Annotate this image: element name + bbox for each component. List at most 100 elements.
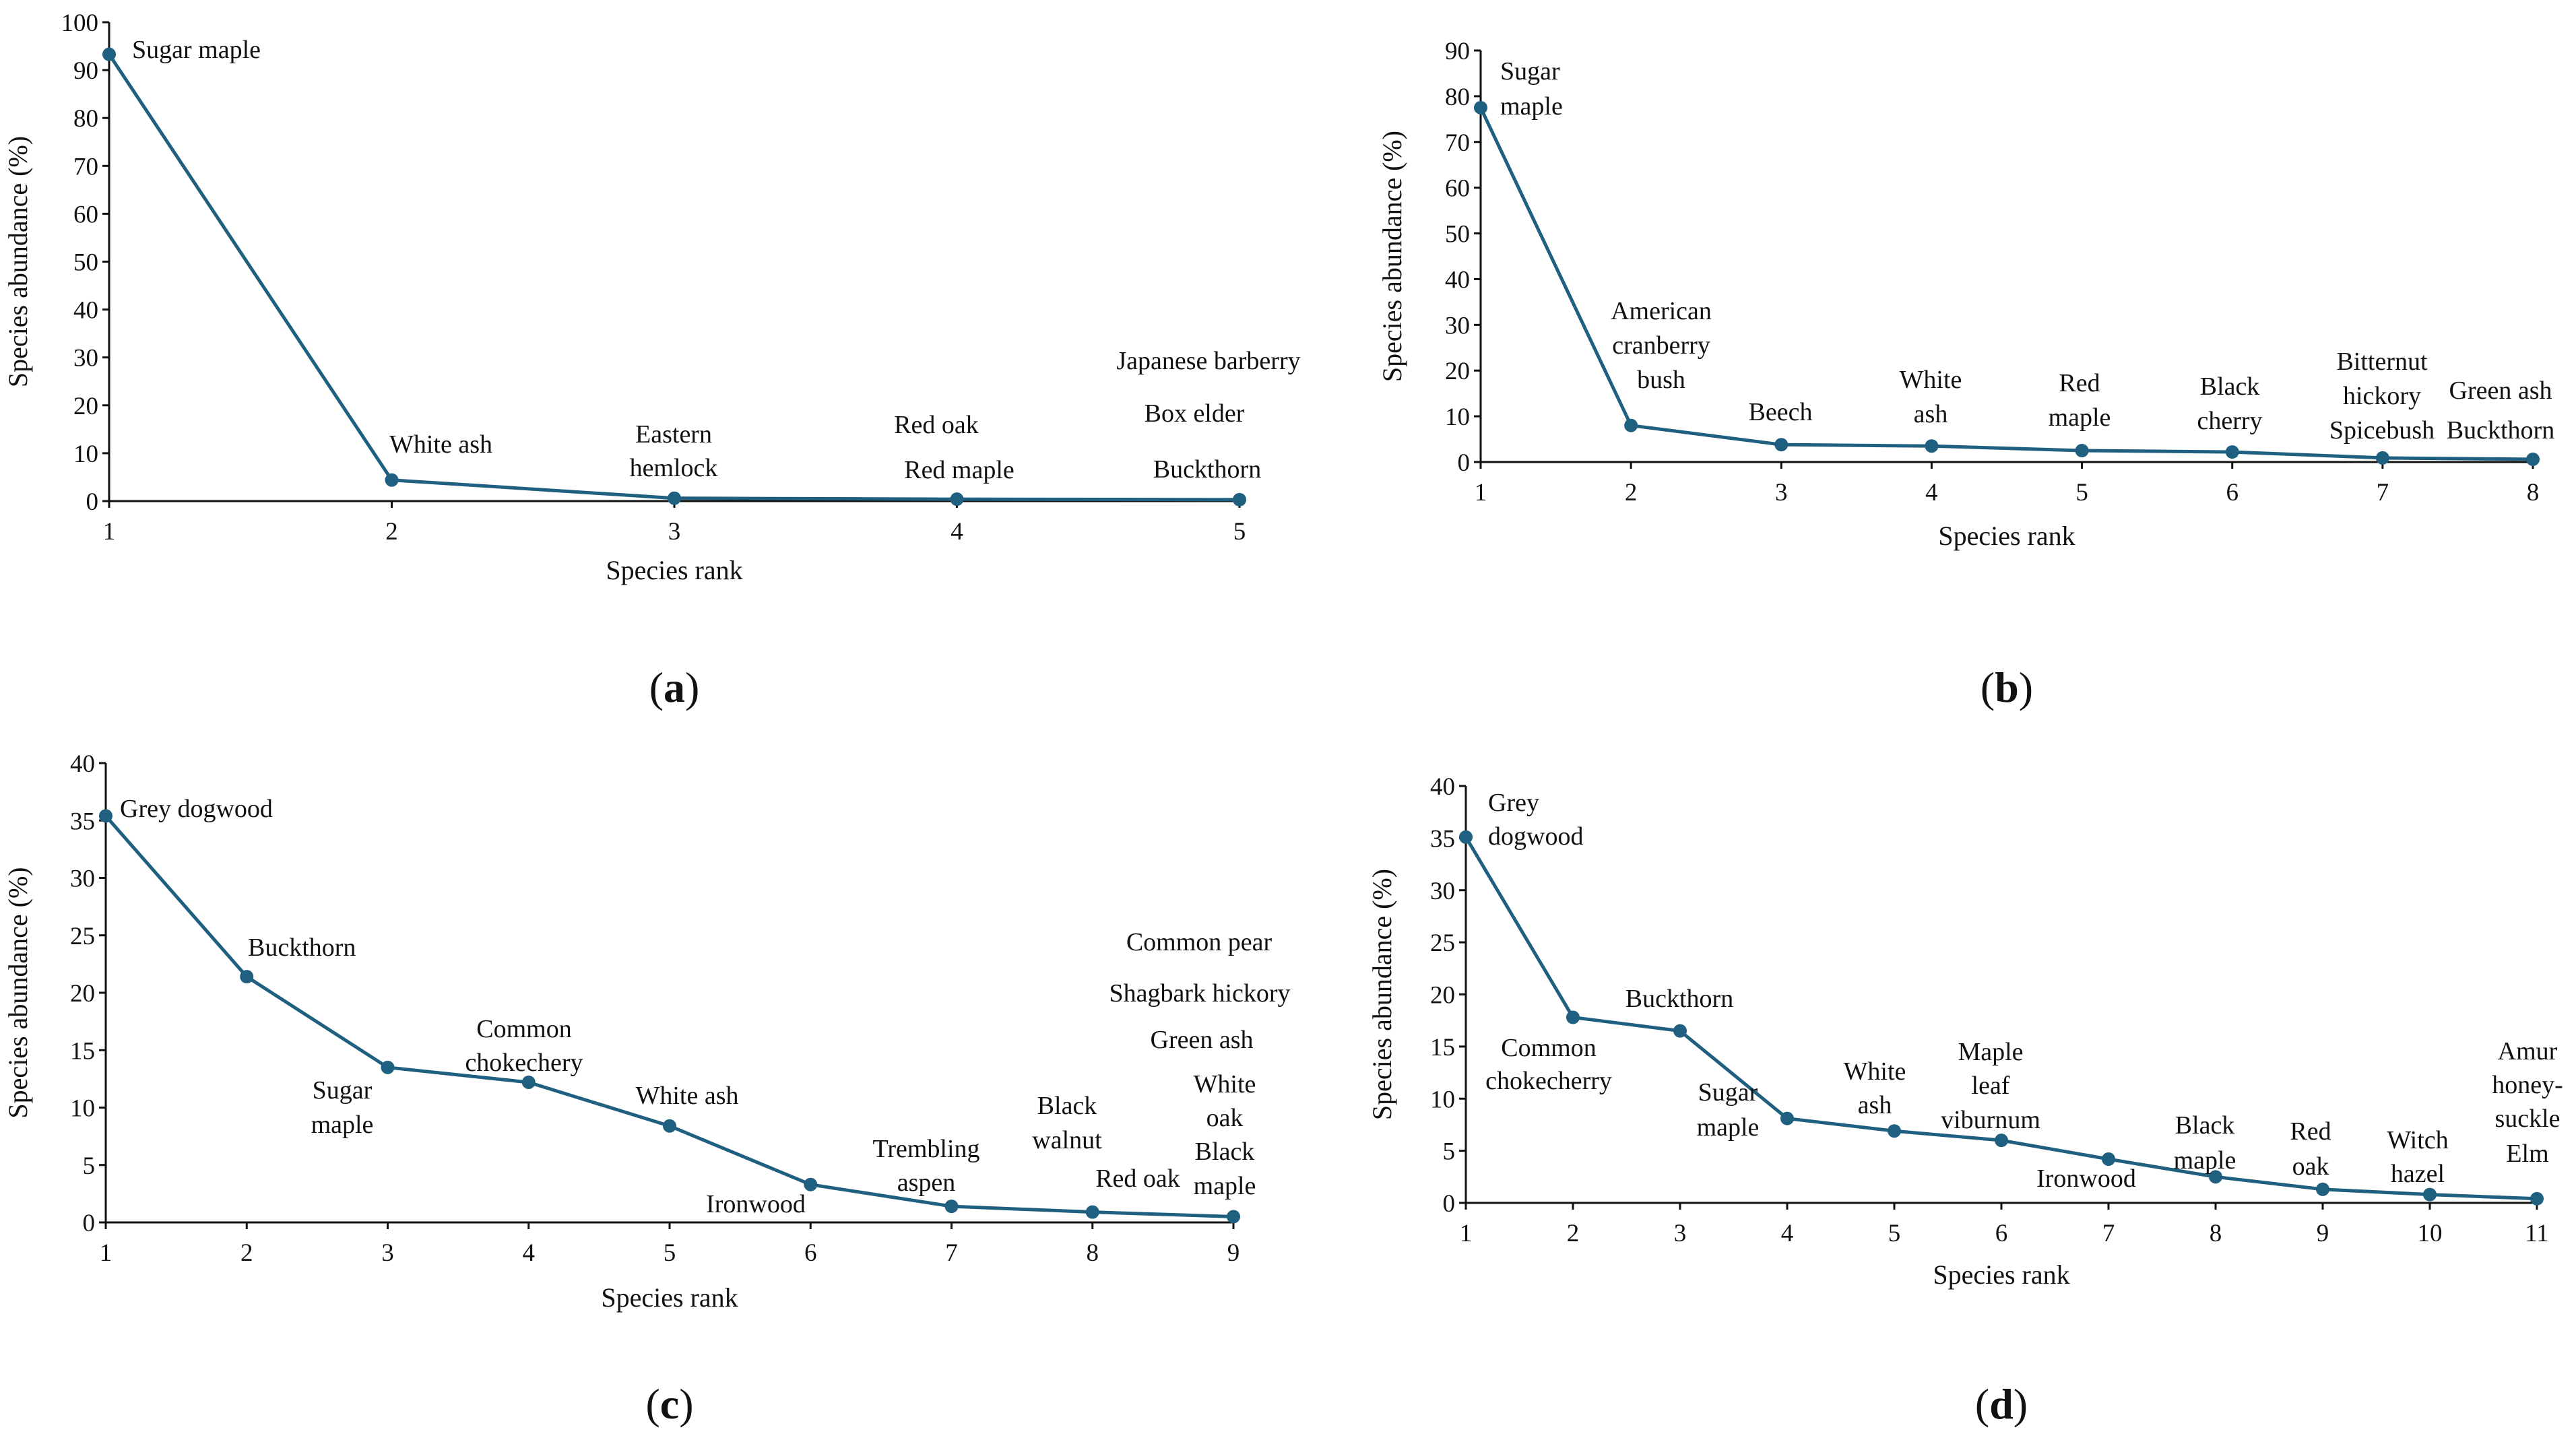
data-point [2423, 1187, 2437, 1202]
x-tick-label: 11 [2525, 1220, 2549, 1247]
data-label: dogwood [1488, 822, 1583, 851]
y-tick-label: 10 [1445, 403, 1470, 431]
y-axis-title: Species abundance (%) [3, 136, 33, 387]
y-tick-label: 20 [70, 980, 95, 1008]
data-label: aspen [897, 1169, 956, 1197]
data-point [99, 809, 112, 823]
data-label: maple [311, 1111, 374, 1139]
y-tick-label: 0 [1443, 1190, 1456, 1218]
data-point [1995, 1134, 2008, 1148]
data-point [2075, 444, 2089, 458]
data-label: Common pear [1126, 928, 1273, 956]
x-tick-label: 7 [945, 1239, 958, 1267]
x-tick-label: 1 [100, 1239, 112, 1267]
data-label: honey- [2492, 1071, 2563, 1099]
data-label: Eastern [635, 420, 712, 449]
x-axis-title: Species rank [1938, 521, 2075, 551]
data-label: walnut [1032, 1126, 1102, 1154]
y-tick-label: 30 [1445, 312, 1470, 339]
y-tick-label: 80 [73, 105, 98, 133]
y-tick-label: 50 [73, 249, 98, 277]
x-tick-label: 1 [103, 518, 116, 546]
data-label: Sugar [313, 1076, 373, 1105]
y-axis-title: Species abundance (%) [1367, 869, 1397, 1120]
data-label: Green ash [2449, 376, 2552, 405]
data-label: Ironwood [706, 1190, 806, 1218]
data-label: Sugar maple [132, 36, 261, 64]
y-tick-label: 20 [73, 393, 98, 420]
data-point [240, 970, 254, 984]
x-tick-label: 9 [1227, 1239, 1240, 1267]
x-tick-label: 5 [2075, 479, 2088, 506]
y-tick-label: 90 [73, 57, 98, 85]
data-label: hickory [2343, 382, 2421, 410]
data-label: Beech [1749, 398, 1813, 426]
data-point [944, 1200, 959, 1214]
data-label: White ash [389, 430, 492, 459]
data-label: Trembling [872, 1135, 979, 1163]
data-point [381, 1060, 395, 1074]
data-label: chokecherry [1485, 1067, 1612, 1095]
data-point [1624, 418, 1638, 432]
data-label: oak [2292, 1152, 2329, 1181]
y-tick-label: 40 [73, 297, 98, 325]
y-tick-label: 30 [70, 865, 95, 893]
data-point [950, 492, 964, 506]
x-tick-label: 1 [1475, 479, 1487, 506]
data-label: Red oak [894, 411, 979, 439]
data-point [1085, 1205, 1099, 1219]
y-tick-label: 35 [1430, 825, 1455, 853]
data-label: cherry [2197, 407, 2262, 435]
y-tick-label: 0 [86, 488, 99, 516]
x-tick-label: 2 [1567, 1220, 1580, 1247]
data-label: Box elder [1145, 399, 1245, 428]
data-label: Green ash [1151, 1026, 1254, 1054]
x-tick-label: 3 [1775, 479, 1788, 506]
data-point [1888, 1124, 1901, 1138]
data-label: Red [2290, 1117, 2331, 1146]
data-point [1774, 438, 1789, 452]
data-label: Witch [2387, 1126, 2448, 1154]
panel-label: (c) [645, 1380, 693, 1428]
data-point [2225, 445, 2239, 459]
data-label: Sugar [1500, 57, 1560, 86]
data-point [2316, 1182, 2329, 1196]
y-tick-label: 5 [83, 1152, 96, 1180]
data-point [2375, 451, 2389, 465]
data-point [2526, 452, 2540, 466]
data-label: maple [2049, 403, 2111, 432]
data-label: Grey [1488, 789, 1539, 817]
data-point [102, 47, 116, 61]
data-label: oak [1206, 1104, 1244, 1132]
x-tick-label: 4 [1925, 479, 1938, 506]
x-tick-label: 10 [2418, 1220, 2443, 1247]
data-label: Japanese barberry [1116, 347, 1300, 375]
data-label: hazel [2391, 1160, 2445, 1188]
data-point [385, 473, 399, 487]
y-tick-label: 50 [1445, 221, 1470, 249]
data-label: Amur [2498, 1037, 2558, 1065]
data-label: viburnum [1941, 1106, 2040, 1134]
y-tick-label: 5 [1443, 1138, 1456, 1166]
data-point [1566, 1010, 1580, 1024]
x-axis-title: Species rank [1933, 1259, 2069, 1290]
y-tick-label: 20 [1445, 358, 1470, 385]
x-tick-label: 8 [1087, 1239, 1099, 1267]
series-line [104, 814, 1234, 1218]
x-tick-label: 6 [804, 1239, 817, 1267]
data-label: Buckthorn [1625, 985, 1733, 1013]
x-tick-label: 2 [1625, 479, 1638, 506]
y-tick-label: 60 [73, 201, 98, 228]
y-tick-label: 25 [70, 923, 95, 950]
x-tick-label: 8 [2527, 479, 2540, 506]
x-tick-label: 5 [1233, 518, 1246, 546]
x-tick-label: 4 [1781, 1220, 1794, 1247]
data-label: maple [1697, 1113, 1760, 1142]
data-label: Maple [1958, 1038, 2023, 1066]
x-tick-label: 7 [2377, 479, 2389, 506]
data-point [2530, 1191, 2544, 1206]
chart-panel-b: 0 10 20 30 40 50 60 70 80 90 1 2 3 4 5 6 7 8 Species rank S… [1377, 38, 2554, 711]
y-tick-label: 15 [70, 1037, 95, 1065]
data-label: Red oak [1095, 1164, 1180, 1193]
data-label: ash [1858, 1091, 1892, 1119]
